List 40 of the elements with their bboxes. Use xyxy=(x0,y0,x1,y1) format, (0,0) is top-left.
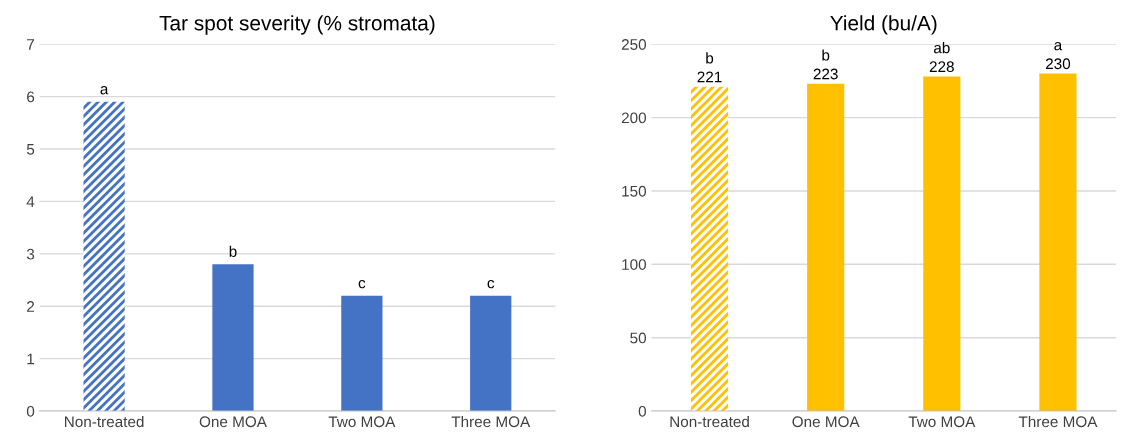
chart-title: Tar spot severity (% stromata) xyxy=(159,15,435,35)
x-tick-label: Two MOA xyxy=(328,416,396,428)
x-tick-label: Non-treated xyxy=(670,415,749,428)
y-tick-label: 1 xyxy=(27,353,35,365)
annotation: b xyxy=(706,52,714,64)
x-tick-label: One MOA xyxy=(199,416,267,428)
y-tick-label: 0 xyxy=(638,405,647,417)
y-tick-label: 2 xyxy=(27,301,35,312)
y-tick-label: 50 xyxy=(630,332,647,344)
data-label: 230 xyxy=(1045,58,1071,70)
y-tick-label: 3 xyxy=(26,248,35,260)
y-tick-label: 150 xyxy=(622,185,647,197)
y-tick-label: 100 xyxy=(622,259,647,270)
y-tick-label: 0 xyxy=(26,405,35,417)
y-tick-label: 250 xyxy=(621,39,647,50)
bar xyxy=(212,264,254,412)
y-tick-label: 5 xyxy=(26,144,35,155)
y-tick-label: 4 xyxy=(26,196,35,207)
x-tick-label: One MOA xyxy=(792,416,860,428)
annotation: c xyxy=(358,279,366,289)
chart-title: Yield (bu/A) xyxy=(830,15,937,35)
annotation: b xyxy=(822,49,830,61)
annotation: b xyxy=(229,245,237,257)
y-tick-label: 200 xyxy=(621,112,647,124)
data-label: 228 xyxy=(929,61,954,73)
x-tick-label: Three MOA xyxy=(451,415,531,428)
data-label: 223 xyxy=(813,68,838,80)
x-tick-label: Two MOA xyxy=(908,416,976,428)
annotation: a xyxy=(1054,41,1063,51)
annotation: ab xyxy=(933,42,950,54)
annotation: a xyxy=(100,86,109,95)
data-label: 221 xyxy=(697,71,722,83)
bar xyxy=(83,101,125,412)
bar xyxy=(341,295,383,412)
annotation: c xyxy=(487,279,495,289)
bar xyxy=(470,295,512,412)
x-tick-label: Non-treated xyxy=(65,415,144,428)
y-tick-label: 6 xyxy=(27,91,35,103)
y-tick-label: 7 xyxy=(27,39,35,50)
x-tick-label: Three MOA xyxy=(1018,415,1098,428)
